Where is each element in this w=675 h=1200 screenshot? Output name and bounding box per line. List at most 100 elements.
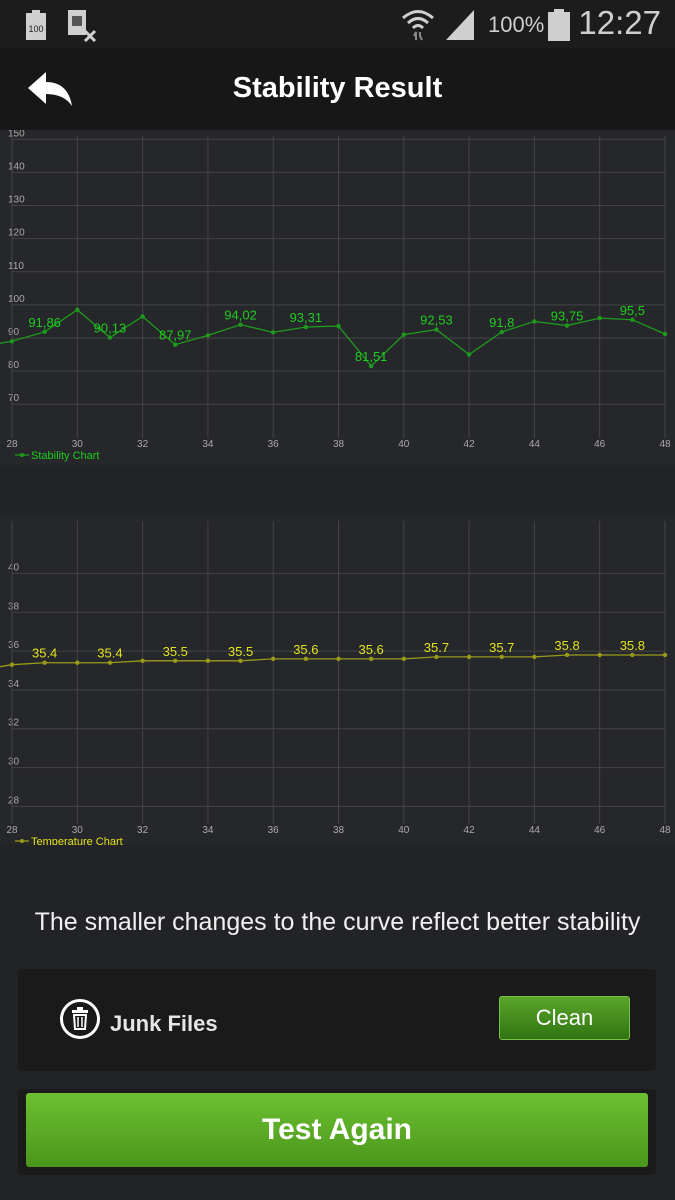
data-point bbox=[434, 327, 439, 332]
chart-background bbox=[0, 130, 675, 465]
y-tick-label: 80 bbox=[8, 360, 20, 371]
y-tick-label: 38 bbox=[8, 601, 20, 612]
x-tick-label: 32 bbox=[137, 439, 149, 450]
data-point bbox=[173, 342, 178, 347]
data-point bbox=[336, 656, 341, 662]
data-label: 35.6 bbox=[358, 642, 383, 657]
junk-files-label: Junk Files bbox=[110, 1011, 218, 1036]
y-tick-label: 100 bbox=[8, 294, 25, 305]
data-point bbox=[271, 330, 276, 335]
data-point bbox=[466, 352, 472, 357]
x-tick-label: 28 bbox=[6, 825, 18, 836]
y-tick-label: 32 bbox=[8, 718, 20, 729]
y-tick-label: 30 bbox=[8, 757, 20, 768]
legend-label: Stability Chart bbox=[31, 450, 99, 462]
data-point bbox=[532, 654, 537, 660]
x-tick-label: 34 bbox=[202, 825, 214, 836]
x-tick-label: 38 bbox=[333, 825, 345, 836]
data-point bbox=[9, 339, 15, 344]
x-tick-label: 38 bbox=[333, 439, 345, 450]
x-tick-label: 36 bbox=[268, 439, 280, 450]
back-arrow-icon[interactable] bbox=[26, 70, 76, 110]
trash-icon bbox=[60, 999, 100, 1039]
y-tick-label: 36 bbox=[8, 640, 20, 651]
stability-chart: 70 80 90 100 110 120 130 140 150 28 30 32 34 36 38 40 42… bbox=[0, 130, 675, 465]
junk-files-panel: Junk Files Clean bbox=[18, 969, 656, 1071]
data-point bbox=[466, 654, 472, 660]
data-point bbox=[173, 658, 178, 663]
stability-note: The smaller changes to the curve reflect… bbox=[34, 908, 641, 936]
y-tick-label: 34 bbox=[8, 679, 20, 690]
x-tick-label: 46 bbox=[594, 439, 606, 450]
battery-icon bbox=[548, 9, 570, 41]
data-point bbox=[271, 656, 276, 662]
data-point bbox=[42, 329, 47, 335]
x-tick-label: 42 bbox=[464, 825, 476, 836]
data-point bbox=[107, 660, 113, 665]
x-tick-label: 28 bbox=[6, 439, 18, 450]
data-label: 35.5 bbox=[163, 644, 188, 659]
data-label: 93,75 bbox=[551, 309, 584, 324]
data-point bbox=[401, 332, 406, 337]
data-label: 92,53 bbox=[420, 313, 453, 328]
legend-marker bbox=[20, 453, 24, 457]
x-tick-label: 48 bbox=[659, 439, 671, 450]
data-label: 35.5 bbox=[228, 644, 253, 659]
data-point bbox=[205, 658, 211, 663]
data-label: 90,13 bbox=[94, 321, 127, 336]
series-line bbox=[0, 309, 666, 368]
data-point bbox=[75, 660, 80, 665]
y-tick-label: 130 bbox=[8, 195, 25, 206]
data-point bbox=[140, 658, 145, 663]
y-tick-label: 140 bbox=[8, 161, 25, 172]
x-tick-label: 34 bbox=[202, 439, 214, 450]
clean-button[interactable]: Clean bbox=[499, 996, 630, 1040]
page-title: Stability Result bbox=[232, 72, 443, 104]
x-tick-label: 46 bbox=[594, 825, 606, 836]
data-point bbox=[140, 314, 145, 319]
signal-icon bbox=[446, 10, 474, 40]
data-label: 35.4 bbox=[97, 646, 122, 661]
data-point bbox=[303, 656, 309, 662]
data-point bbox=[597, 315, 602, 321]
y-tick-label: 150 bbox=[8, 130, 25, 139]
y-tick-label: 120 bbox=[8, 228, 25, 239]
legend-marker bbox=[20, 839, 24, 843]
data-label: 35.8 bbox=[554, 638, 579, 653]
data-point bbox=[532, 319, 537, 324]
test-again-panel: Test Again bbox=[18, 1089, 656, 1175]
data-point bbox=[434, 654, 439, 660]
x-tick-label: 48 bbox=[659, 825, 671, 836]
y-tick-label: 90 bbox=[8, 327, 20, 338]
data-point bbox=[75, 307, 80, 313]
legend-label: Temperature Chart bbox=[31, 836, 123, 845]
data-point bbox=[42, 660, 47, 665]
data-point bbox=[662, 331, 668, 337]
test-again-button[interactable]: Test Again bbox=[26, 1093, 648, 1167]
data-point bbox=[597, 652, 602, 658]
x-tick-label: 30 bbox=[72, 825, 84, 836]
data-point bbox=[401, 656, 406, 662]
data-point bbox=[499, 654, 504, 660]
app-header: Stability Result bbox=[0, 48, 675, 130]
data-label: 95,5 bbox=[620, 303, 645, 318]
data-point bbox=[564, 652, 570, 658]
y-tick-label: 28 bbox=[8, 795, 20, 806]
chart-background bbox=[0, 515, 675, 845]
temperature-chart: 28 30 32 34 36 38 40 28 30 32 34 36 38 40 42 44 46 48 35.4… bbox=[0, 515, 675, 845]
battery-notification-icon: 100 bbox=[26, 10, 46, 40]
data-label: 35.4 bbox=[32, 646, 57, 661]
data-label: 87,97 bbox=[159, 328, 192, 343]
x-tick-label: 42 bbox=[464, 439, 476, 450]
y-tick-label: 110 bbox=[8, 261, 24, 272]
x-tick-label: 44 bbox=[529, 439, 541, 450]
data-point bbox=[238, 322, 243, 327]
x-tick-label: 40 bbox=[398, 825, 410, 836]
status-bar: 100 100% 12:27 bbox=[0, 0, 675, 48]
data-point bbox=[336, 323, 341, 329]
data-label: 35.7 bbox=[424, 640, 449, 655]
data-point bbox=[303, 324, 309, 330]
data-point bbox=[205, 333, 211, 338]
data-point bbox=[630, 317, 635, 322]
x-tick-label: 32 bbox=[137, 825, 149, 836]
